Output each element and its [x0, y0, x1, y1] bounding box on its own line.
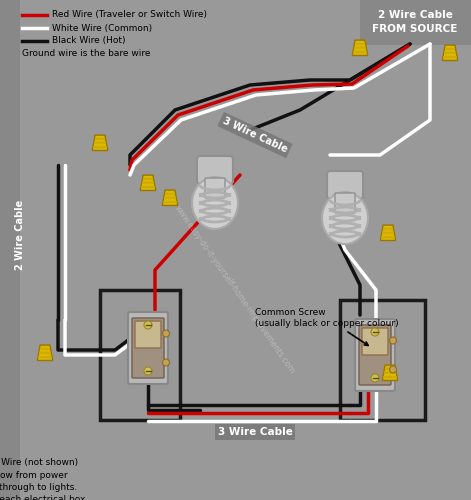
Polygon shape — [94, 142, 106, 144]
Polygon shape — [93, 146, 107, 148]
Polygon shape — [39, 352, 51, 354]
FancyBboxPatch shape — [197, 156, 233, 184]
Polygon shape — [381, 236, 395, 238]
Bar — [0, 0, 20, 500]
Text: FROM SOURCE: FROM SOURCE — [372, 24, 458, 34]
Circle shape — [144, 367, 152, 375]
Text: 3 Wire Cable: 3 Wire Cable — [221, 116, 289, 154]
Polygon shape — [355, 43, 365, 45]
Bar — [360, 0, 471, 45]
Text: 3 Wire Cable: 3 Wire Cable — [218, 427, 292, 437]
FancyBboxPatch shape — [335, 193, 355, 213]
Text: 2 Wire Cable: 2 Wire Cable — [15, 200, 25, 270]
Circle shape — [371, 328, 379, 336]
Polygon shape — [162, 190, 178, 206]
Polygon shape — [163, 201, 177, 203]
Polygon shape — [352, 40, 368, 56]
Text: Ground wire is the bare wire: Ground wire is the bare wire — [22, 49, 151, 58]
Circle shape — [371, 374, 379, 382]
Polygon shape — [353, 51, 367, 53]
Polygon shape — [37, 345, 53, 360]
Circle shape — [390, 366, 397, 373]
FancyBboxPatch shape — [135, 321, 161, 348]
FancyBboxPatch shape — [355, 319, 395, 391]
Polygon shape — [38, 356, 52, 358]
Text: 2 Wire Cable: 2 Wire Cable — [378, 10, 453, 20]
Circle shape — [162, 330, 170, 337]
Text: Red Wire (Traveler or Switch Wire): Red Wire (Traveler or Switch Wire) — [52, 10, 207, 20]
Text: Ground Wire (not shown)
will flow from power
source through to lights.
Attach at: Ground Wire (not shown) will flow from p… — [0, 458, 89, 500]
Polygon shape — [382, 232, 394, 234]
Text: White Wire (Common): White Wire (Common) — [52, 24, 152, 32]
Bar — [340, 300, 425, 420]
Polygon shape — [444, 52, 456, 54]
Polygon shape — [142, 182, 154, 184]
FancyBboxPatch shape — [362, 328, 388, 355]
Polygon shape — [382, 365, 398, 380]
FancyBboxPatch shape — [132, 318, 164, 378]
Polygon shape — [141, 186, 155, 188]
Circle shape — [390, 337, 397, 344]
Polygon shape — [92, 135, 108, 150]
Circle shape — [144, 321, 152, 329]
Polygon shape — [40, 348, 50, 350]
Polygon shape — [383, 376, 397, 378]
Polygon shape — [443, 56, 457, 58]
Polygon shape — [143, 178, 154, 180]
Polygon shape — [445, 48, 455, 50]
Polygon shape — [385, 368, 395, 370]
Polygon shape — [164, 193, 175, 195]
FancyBboxPatch shape — [128, 312, 168, 384]
FancyBboxPatch shape — [205, 178, 225, 198]
Bar — [100, 290, 180, 420]
Polygon shape — [382, 228, 393, 230]
FancyBboxPatch shape — [359, 325, 391, 385]
Polygon shape — [140, 175, 156, 190]
Circle shape — [162, 359, 170, 366]
Text: www.easy-do-it-yourself-home-improvements.com: www.easy-do-it-yourself-home-improvement… — [173, 204, 297, 376]
Polygon shape — [354, 46, 366, 48]
FancyBboxPatch shape — [327, 171, 363, 199]
Polygon shape — [442, 45, 458, 60]
Polygon shape — [384, 372, 396, 374]
Ellipse shape — [192, 177, 238, 229]
Polygon shape — [164, 196, 176, 198]
Text: Common Screw
(usually black or copper colour): Common Screw (usually black or copper co… — [255, 308, 398, 346]
Polygon shape — [95, 138, 106, 140]
Text: Black Wire (Hot): Black Wire (Hot) — [52, 36, 125, 46]
Ellipse shape — [322, 192, 368, 244]
Polygon shape — [380, 225, 396, 240]
